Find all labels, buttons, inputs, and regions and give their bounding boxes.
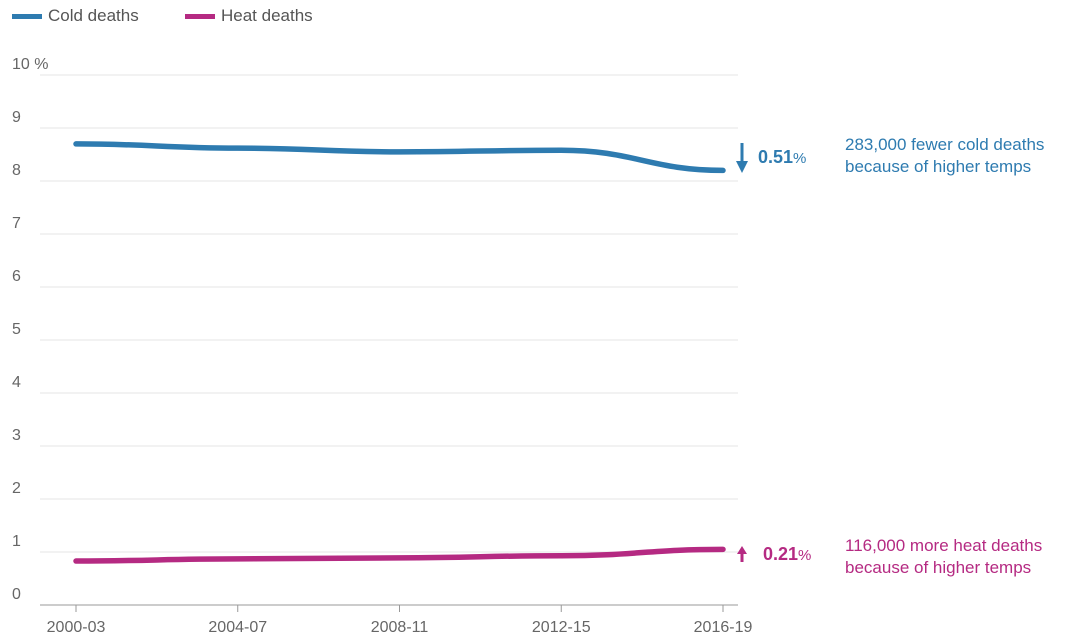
heat-change-label: 0.21% xyxy=(763,543,811,567)
x-tick-label: 2008-11 xyxy=(371,619,429,636)
heat-deaths-line xyxy=(73,546,726,564)
x-tick-label: 2000-03 xyxy=(47,619,106,636)
x-axis: 2000-03 2004-07 2008-11 2012-15 2016-19 xyxy=(40,604,753,636)
y-tick-label: 6 xyxy=(12,268,21,285)
x-tick-label: 2004-07 xyxy=(208,619,267,636)
legend-item-heat: Heat deaths xyxy=(185,6,313,26)
heat-change-unit: % xyxy=(798,547,812,564)
legend-swatch-heat xyxy=(185,14,215,20)
legend-label-heat: Heat deaths xyxy=(221,6,313,25)
gridlines xyxy=(40,74,738,553)
series-lines xyxy=(73,141,726,564)
cold-change-unit: % xyxy=(793,150,807,167)
cold-note-line2: because of higher temps xyxy=(845,157,1032,176)
y-tick-label: 4 xyxy=(12,374,21,391)
legend-swatch-cold xyxy=(12,14,42,20)
heat-note-line1: 116,000 more heat deaths xyxy=(845,536,1043,555)
x-tick-label: 2012-15 xyxy=(532,619,591,636)
change-arrows xyxy=(736,143,748,562)
y-tick-label: 1 xyxy=(12,533,21,550)
y-tick-label: 3 xyxy=(12,427,21,444)
y-tick-label: 5 xyxy=(12,321,21,338)
up-arrow-head-icon xyxy=(737,546,747,554)
y-tick-label: 0 xyxy=(12,586,21,603)
y-tick-label: 8 xyxy=(12,162,21,179)
y-tick-label: 7 xyxy=(12,215,21,232)
heat-note: 116,000 more heat deaths because of high… xyxy=(845,535,1042,579)
down-arrow-head-icon xyxy=(736,161,748,173)
legend-item-cold: Cold deaths xyxy=(12,6,139,26)
cold-note: 283,000 fewer cold deaths because of hig… xyxy=(845,134,1044,178)
y-axis-ticks: 0 1 2 3 4 5 6 7 8 9 10 % xyxy=(12,56,48,603)
cold-change-label: 0.51% xyxy=(758,146,806,170)
y-tick-label: 10 % xyxy=(12,56,48,73)
cold-change-value: 0.51 xyxy=(758,147,794,167)
legend-label-cold: Cold deaths xyxy=(48,6,139,25)
heat-change-value: 0.21 xyxy=(763,544,799,564)
heat-note-line2: because of higher temps xyxy=(845,558,1032,577)
cold-note-line1: 283,000 fewer cold deaths xyxy=(845,135,1045,154)
x-tick-label: 2016-19 xyxy=(694,619,753,636)
cold-deaths-line xyxy=(73,141,726,174)
y-tick-label: 2 xyxy=(12,480,21,497)
y-tick-label: 9 xyxy=(12,109,21,126)
